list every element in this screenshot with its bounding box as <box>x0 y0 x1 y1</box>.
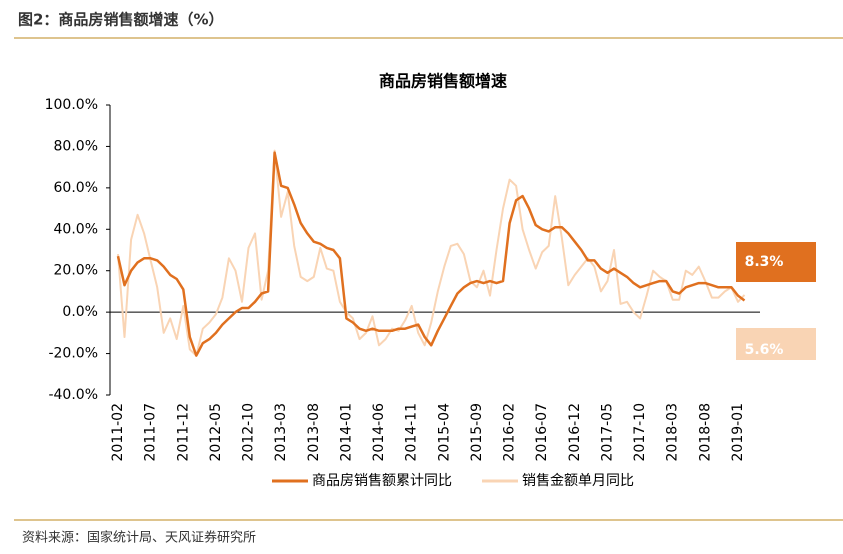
annotation-label: 5.6% <box>745 342 784 358</box>
x-tick-label: 2012-10 <box>241 403 257 462</box>
y-tick-label: 40.0% <box>54 221 98 237</box>
x-tick-label: 2014-01 <box>338 403 354 462</box>
y-tick-label: 100.0% <box>45 97 98 113</box>
x-tick-label: 2016-12 <box>567 403 583 462</box>
x-tick-label: 2017-05 <box>599 403 615 462</box>
legend-label: 销售金额单月同比 <box>522 473 634 489</box>
x-tick-label: 2011-12 <box>175 403 191 462</box>
x-tick-label: 2011-02 <box>110 403 126 462</box>
page-title: 图2：商品房销售额增速（%） <box>18 11 223 29</box>
chart-title: 商品房销售额增速 <box>379 72 507 91</box>
legend-label: 商品房销售额累计同比 <box>312 473 452 489</box>
y-tick-label: 20.0% <box>54 263 98 279</box>
x-tick-label: 2015-09 <box>469 403 485 462</box>
x-tick-label: 2015-04 <box>436 403 452 462</box>
x-tick-label: 2019-01 <box>730 403 746 462</box>
x-tick-label: 2014-06 <box>371 403 387 462</box>
series-line <box>116 151 746 357</box>
x-tick-label: 2013-08 <box>306 403 322 462</box>
x-tick-label: 2017-10 <box>632 403 648 462</box>
annotation-box <box>736 328 816 360</box>
series-line <box>117 149 746 357</box>
x-tick-label: 2016-07 <box>534 403 550 462</box>
y-tick-label: -40.0% <box>48 387 98 403</box>
annotation-label: 8.3% <box>745 254 784 270</box>
x-tick-label: 2013-03 <box>273 403 289 462</box>
y-tick-label: 0.0% <box>62 304 98 320</box>
x-tick-label: 2016-02 <box>502 403 518 462</box>
y-tick-label: 60.0% <box>54 180 98 196</box>
x-tick-label: 2018-08 <box>697 403 713 462</box>
annotation-box <box>736 242 816 282</box>
x-tick-label: 2018-03 <box>665 403 681 462</box>
y-tick-label: -20.0% <box>48 346 98 362</box>
x-tick-label: 2012-05 <box>208 403 224 462</box>
y-tick-label: 80.0% <box>54 138 98 154</box>
source-note: 资料来源：国家统计局、天风证券研究所 <box>22 530 256 546</box>
x-tick-label: 2011-07 <box>143 403 159 462</box>
x-tick-label: 2014-11 <box>404 403 420 462</box>
